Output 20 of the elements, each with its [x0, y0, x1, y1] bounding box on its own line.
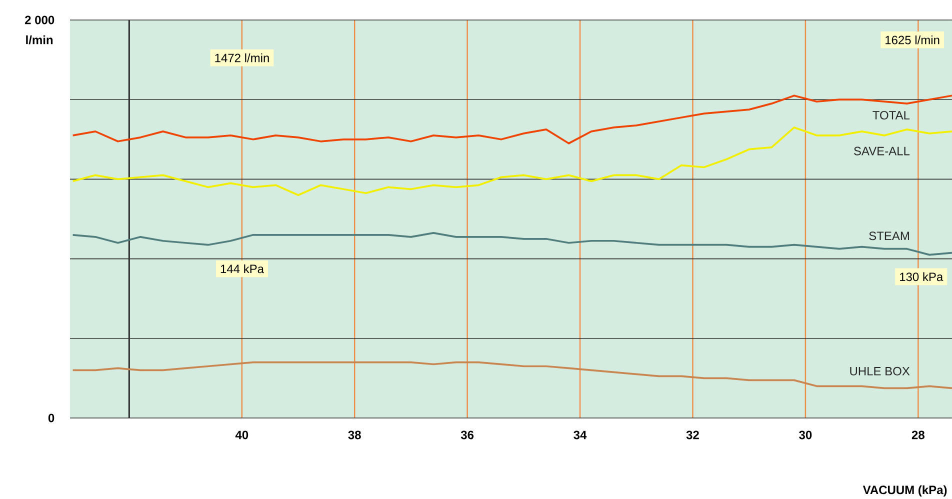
series-label: STEAM	[869, 232, 909, 240]
x-tick-label: 34	[574, 430, 587, 440]
annotation: 144 kPa	[220, 264, 264, 274]
annotation: 1625 l/min	[886, 35, 940, 44]
x-axis-title: VACUUM (kPa)	[862, 485, 947, 497]
y-tick-label: 2 000	[25, 16, 54, 24]
x-tick-label: 32	[686, 430, 699, 440]
annotation: 130 kPa	[900, 272, 944, 282]
x-tick-label: 38	[348, 430, 361, 440]
x-tick-label: 40	[235, 430, 248, 440]
x-tick-label: 30	[799, 430, 812, 440]
y-axis-title: l/min	[26, 35, 53, 44]
series-label: SAVE-ALL	[854, 146, 910, 156]
series-label: UHLE BOX	[850, 366, 910, 376]
annotation: 1472 l/min	[215, 53, 269, 62]
y-tick-label: 0	[48, 414, 54, 422]
line-series	[72, 126, 952, 196]
x-tick-label: 36	[460, 430, 474, 440]
x-tick-label: 28	[912, 430, 924, 440]
series-label: TOTAL	[872, 110, 910, 120]
